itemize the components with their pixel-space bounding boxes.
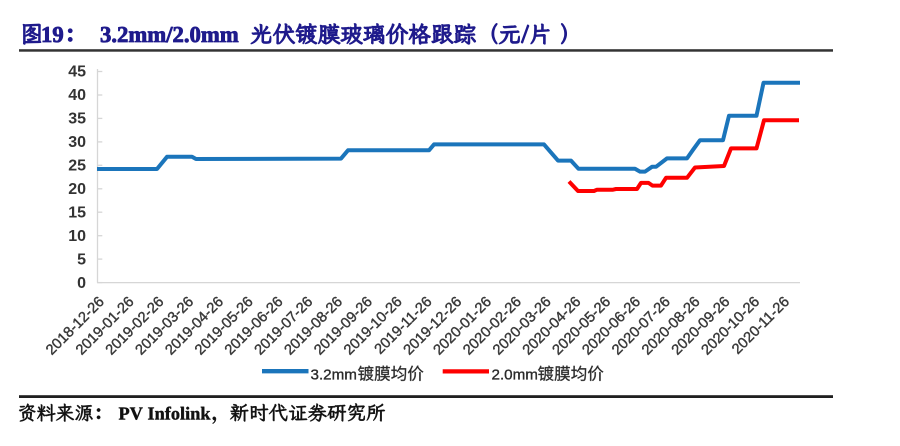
svg-text:25: 25 xyxy=(68,158,86,175)
svg-text:5: 5 xyxy=(77,251,86,268)
svg-text:2.0mm: 2.0mm xyxy=(492,367,538,384)
svg-text:45: 45 xyxy=(68,64,86,81)
svg-text:35: 35 xyxy=(68,111,86,128)
svg-text:15: 15 xyxy=(68,204,86,221)
svg-text:30: 30 xyxy=(68,134,86,151)
svg-text:40: 40 xyxy=(68,87,86,104)
svg-text:3.2mm: 3.2mm xyxy=(311,367,357,384)
svg-text:20: 20 xyxy=(68,181,86,198)
svg-text:0: 0 xyxy=(77,275,86,292)
svg-text:10: 10 xyxy=(68,228,86,245)
